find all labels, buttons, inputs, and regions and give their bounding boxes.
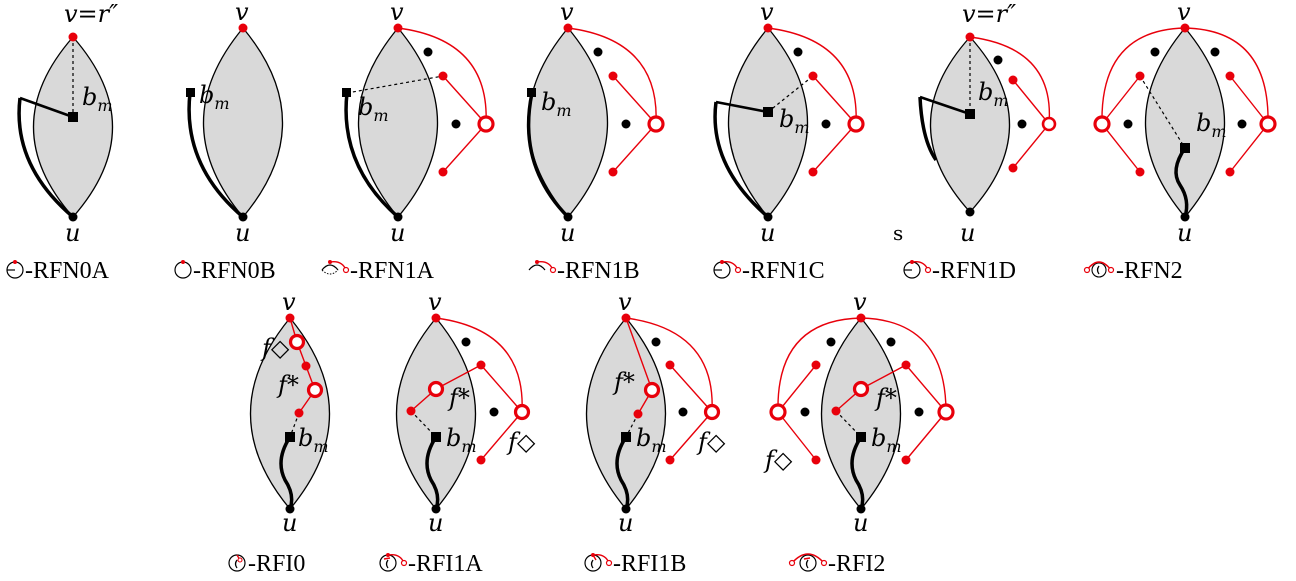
panel-rfn1c: v bm u -RFN1C: [713, 0, 865, 284]
v-label: v: [760, 0, 774, 26]
caption-rfn1d: -RFN1D: [932, 258, 1016, 284]
v-label: v: [390, 0, 404, 26]
u-label: u: [390, 219, 405, 247]
f-diamond-label: f◇: [260, 334, 290, 362]
v-label: v: [853, 288, 867, 316]
f-star-label: f*: [874, 384, 897, 412]
bm-label: bm: [541, 88, 572, 120]
v-label: v: [618, 288, 632, 316]
pictogram-rfn1a-icon: [321, 260, 350, 275]
pictogram-rfn0a-icon: [6, 260, 24, 279]
stray-s-label: s: [893, 221, 903, 245]
bm-label: bm: [1196, 109, 1227, 141]
bm-label: bm: [871, 424, 902, 456]
f-star-label: f*: [447, 384, 470, 412]
pictogram-rfi1b-icon: [584, 553, 613, 572]
bm-label: bm: [298, 424, 329, 456]
panel-rfn1b: v bm u -RFN1B: [526, 0, 665, 284]
bm-label: bm: [82, 83, 113, 115]
u-label: u: [235, 219, 250, 247]
u-label: u: [760, 219, 775, 247]
v-label: v: [235, 0, 249, 26]
panel-rfi0: v f◇ f* bm u -RFI0: [228, 288, 331, 577]
panel-rfn1a: v bm u -RFN1A: [321, 0, 495, 284]
pictogram-rfn1c-icon: [713, 260, 742, 279]
panel-rfi1b: v f* bm f◇ u -RFI1B: [584, 288, 726, 577]
u-label: u: [428, 509, 443, 537]
v-label: v: [428, 288, 442, 316]
root-label: v=r″: [962, 0, 1016, 28]
pictogram-rfn2-icon: [1083, 261, 1115, 278]
caption-rfn1a: -RFN1A: [350, 258, 435, 284]
pictogram-rfi2-icon: [788, 553, 828, 572]
u-label: u: [65, 219, 80, 247]
panel-rfi2: v f* bm f◇ u -RFI2: [763, 288, 955, 577]
f-diamond-label: f◇: [506, 428, 536, 456]
caption-rfn0a: -RFN0A: [25, 258, 110, 284]
pictogram-rfi1a-icon: [379, 553, 408, 572]
caption-rfi1b: -RFI1B: [613, 551, 686, 577]
v-label: v: [560, 0, 574, 26]
caption-rfi1a: -RFI1A: [408, 551, 483, 577]
pictogram-rfn0b-icon: [174, 260, 192, 279]
u-label: u: [960, 219, 975, 247]
bm-label: bm: [779, 105, 810, 137]
panel-rfi1a: v f* bm f◇ u -RFI1A: [379, 288, 536, 577]
pictogram-rfn1d-icon: [903, 260, 932, 279]
panel-rfn0a: v=r″ bm u -RFN0A: [6, 0, 118, 284]
v-label: v: [1177, 0, 1191, 26]
v-label: v: [282, 288, 296, 316]
pictogram-rfi0-icon: [228, 554, 246, 572]
panel-rfn2: v bm u -RFN2: [1083, 0, 1277, 284]
caption-rfn2: -RFN2: [1116, 258, 1183, 284]
pictogram-rfn1b-icon: [528, 260, 557, 274]
caption-rfi2: -RFI2: [828, 551, 885, 577]
bm-label: bm: [358, 93, 389, 125]
caption-rfn1b: -RFN1B: [557, 258, 640, 284]
bm-label: bm: [636, 424, 667, 456]
caption-rfn0b: -RFN0B: [193, 258, 276, 284]
u-label: u: [282, 509, 297, 537]
bm-label: bm: [446, 424, 477, 456]
u-label: u: [1177, 219, 1192, 247]
panel-rfn1d: v=r″ bm u s -RFN1D: [893, 0, 1057, 284]
root-label: v=r″: [64, 0, 118, 28]
u-label: u: [560, 219, 575, 247]
bm-label: bm: [978, 78, 1009, 110]
bm-label: bm: [199, 81, 230, 113]
panel-rfn0b: v bm u -RFN0B: [174, 0, 284, 284]
f-star-label: f*: [276, 371, 299, 399]
caption-rfi0: -RFI0: [248, 551, 305, 577]
f-diamond-label: f◇: [696, 428, 726, 456]
f-star-label: f*: [612, 368, 635, 396]
f-diamond-label: f◇: [763, 446, 793, 474]
u-label: u: [853, 509, 868, 537]
caption-rfn1c: -RFN1C: [742, 258, 825, 284]
u-label: u: [618, 509, 633, 537]
